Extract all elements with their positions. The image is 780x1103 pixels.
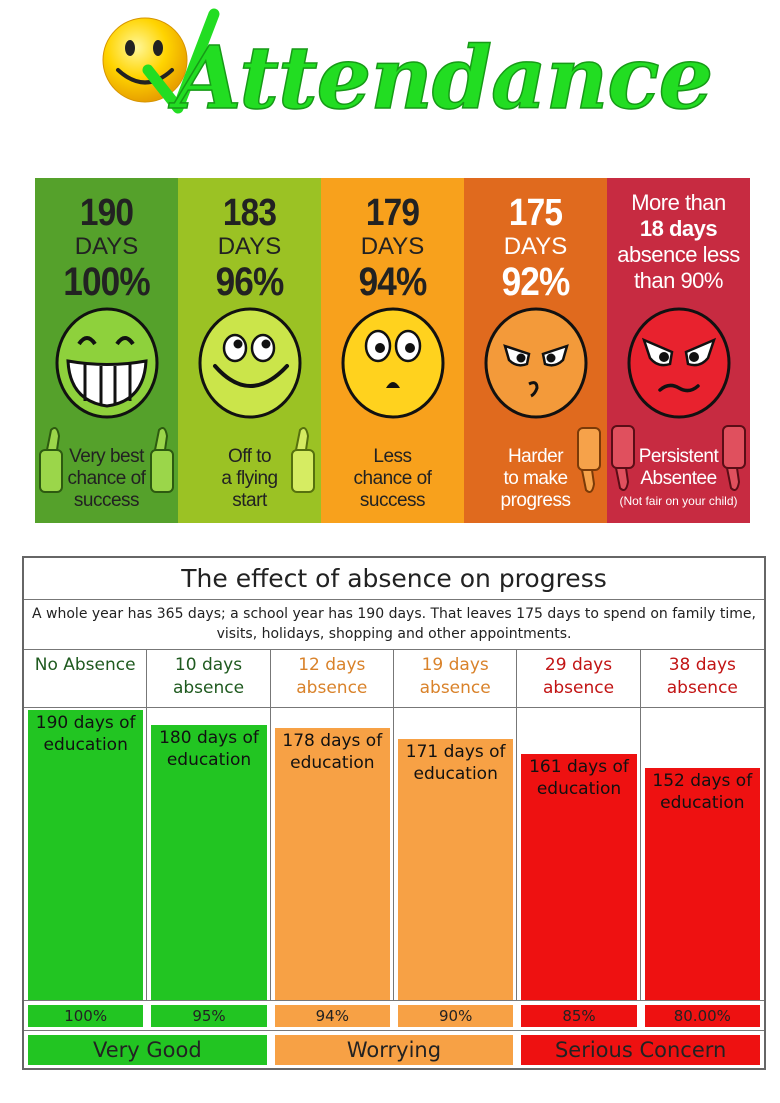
column-header: 38 days absence (640, 650, 764, 708)
rating-row: Very Good Worrying Serious Concern (24, 1030, 764, 1068)
smile-icon (198, 307, 302, 419)
percent-row: 100% 95% 94% 90% 85% 80.00% (24, 1000, 764, 1030)
days-label: DAYS (74, 233, 139, 260)
absence-column: 19 days absence 171 days of education (394, 650, 518, 1000)
days-number: 175 (508, 192, 563, 234)
days-number: 179 (365, 192, 420, 234)
rating-orange: Worrying (274, 1035, 514, 1065)
days-label: DAYS (503, 233, 568, 260)
education-days-bar: 178 days of education (274, 728, 390, 1000)
education-days-bar: 152 days of education (644, 768, 760, 1000)
bar-label: 161 days of education (529, 757, 629, 800)
smiley-check-icon: Attendance (102, 8, 714, 130)
panel-caption: Persistent Absentee (638, 446, 719, 489)
percent-label: 94% (358, 260, 428, 304)
thumbs-up-icon (291, 427, 315, 493)
percent-label: 96% (215, 260, 285, 304)
percent-cell: 100% (28, 1005, 144, 1027)
panel-note: (Not fair on your child) (619, 494, 738, 508)
panel-caption: Less chance of success (353, 446, 432, 511)
bar-columns: No Absence 190 days of education 10 days abs… (24, 650, 764, 1000)
percent-cell: 90% (398, 1005, 514, 1027)
angry-icon (627, 307, 731, 419)
table-subtitle: A whole year has 365 days; a school year… (24, 600, 764, 650)
column-header: 29 days absence (517, 650, 640, 708)
page-title: Attendance (168, 28, 712, 129)
panel-caption: Off to a flying start (221, 446, 278, 511)
rating-green: Very Good (28, 1035, 267, 1065)
panel-persistent-absentee: More than 18 days absence less than 90% … (607, 178, 750, 523)
worried-icon (341, 307, 445, 419)
percent-cell: 80.00% (644, 1005, 760, 1027)
absence-column: 10 days absence 180 days of education (147, 650, 271, 1000)
absence-effect-table: The effect of absence on progress A whol… (22, 556, 766, 1070)
title-banner: Attendance (0, 0, 780, 140)
percent-cell: 85% (521, 1005, 637, 1027)
panel-179-days: 179 DAYS 94% Less chance of success (321, 178, 464, 523)
column-header: 19 days absence (394, 650, 517, 708)
education-days-bar: 190 days of education (28, 710, 144, 1000)
panel-183-days: 183 DAYS 96% Off to a flying start (178, 178, 321, 523)
panel-175-days: 175 DAYS 92% Harder to make progress (464, 178, 607, 523)
thumbs-down-icon (577, 427, 601, 493)
attendance-panels: 190 DAYS 100% Very best chance of succes… (35, 178, 750, 523)
thumbs-up-icon (39, 427, 174, 493)
persistent-threshold-text: More than 18 days absence less than 90% (617, 190, 740, 293)
column-header: 12 days absence (270, 650, 393, 708)
panel-caption: Very best chance of success (67, 446, 146, 511)
percent-label: 92% (501, 260, 571, 304)
table-title: The effect of absence on progress (24, 558, 764, 600)
days-number: 190 (79, 192, 134, 234)
rating-red: Serious Concern (521, 1035, 760, 1065)
column-header: 10 days absence (147, 650, 270, 708)
percent-cell: 94% (274, 1005, 390, 1027)
annoyed-icon (484, 307, 588, 419)
bar-label: 171 days of education (405, 742, 506, 784)
percent-label: 100% (63, 260, 150, 304)
absence-column: 38 days absence 152 days of education (640, 650, 764, 1000)
absence-column: 29 days absence 161 days of education (517, 650, 641, 1000)
panel-caption: Harder to make progress (500, 446, 571, 511)
absence-column: No Absence 190 days of education (24, 650, 148, 1000)
grin-icon (55, 307, 159, 419)
absence-column: 12 days absence 178 days of education (270, 650, 394, 1000)
percent-cell: 95% (151, 1005, 267, 1027)
bar-label: 152 days of education (652, 771, 753, 813)
thumbs-down-icon (611, 425, 746, 491)
education-days-bar: 161 days of education (521, 754, 637, 1000)
panel-190-days: 190 DAYS 100% Very best chance of succes… (35, 178, 178, 523)
education-days-bar: 180 days of education (151, 725, 267, 1000)
bar-label: 180 days of education (159, 728, 259, 771)
bar-label: 178 days of education (282, 731, 383, 774)
days-number: 183 (222, 192, 277, 234)
bar-label: 190 days of education (35, 713, 136, 755)
days-label: DAYS (360, 233, 425, 260)
education-days-bar: 171 days of education (398, 739, 514, 1000)
days-label: DAYS (217, 233, 282, 260)
column-header: No Absence (24, 650, 147, 708)
